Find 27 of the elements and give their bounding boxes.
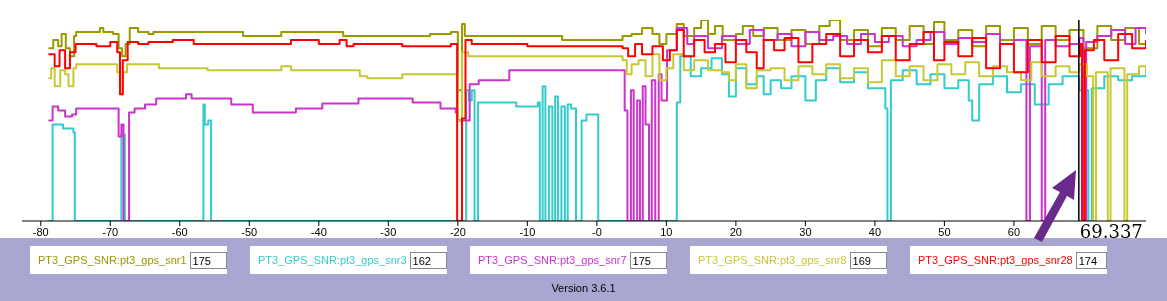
x-tick-label: -20: [449, 225, 466, 238]
text: PT3_GPS_SNR:pt3_gps_snr28: [918, 254, 1073, 266]
x-tick-label: 10: [660, 225, 673, 238]
x-tick-label: 40: [868, 225, 882, 238]
text: PT3_GPS_SNR:pt3_gps_snr3: [258, 254, 407, 266]
text: Version 3.6.1: [550, 282, 617, 294]
x-tick-label: 60: [1007, 225, 1021, 238]
x-tick-label: -0: [591, 225, 602, 238]
x-tick-label: -60: [171, 225, 188, 238]
text: 169: [849, 251, 887, 269]
ref-line-label: 69.337: [1079, 221, 1143, 242]
x-tick-label: -40: [310, 225, 327, 238]
text: 162: [409, 251, 447, 269]
x-tick-label: 30: [799, 225, 812, 238]
x-tick-label: 20: [729, 225, 743, 238]
text: 175: [629, 251, 667, 269]
text: 175: [189, 251, 227, 269]
x-tick-label: -80: [32, 225, 49, 238]
text: PT3_GPS_SNR:pt3_gps_snr7: [478, 254, 627, 266]
x-tick-label: -10: [519, 225, 536, 238]
x-tick-label: -70: [102, 225, 119, 238]
text: PT3_GPS_SNR:pt3_gps_snr1: [38, 254, 187, 266]
x-tick-label: 50: [938, 225, 951, 238]
x-tick-label: -50: [241, 225, 258, 238]
x-tick-label: -30: [380, 225, 397, 238]
text: 174: [1075, 251, 1107, 269]
text: PT3_GPS_SNR:pt3_gps_snr8: [698, 254, 847, 266]
